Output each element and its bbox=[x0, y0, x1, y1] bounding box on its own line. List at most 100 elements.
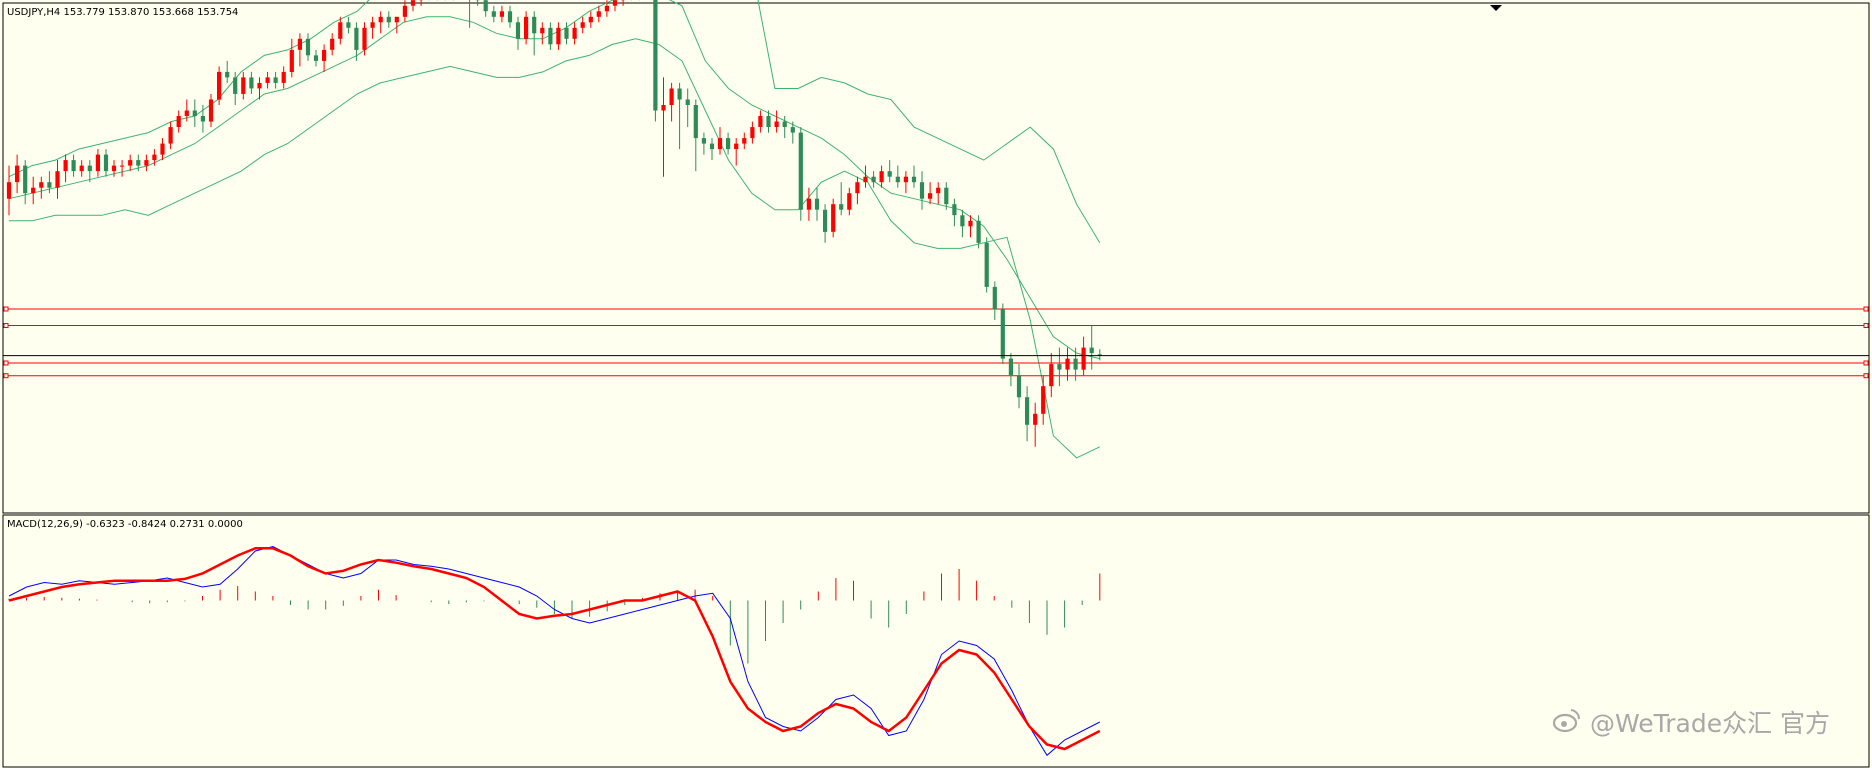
candle bbox=[160, 138, 165, 161]
candle bbox=[338, 16, 343, 45]
candle bbox=[249, 71, 254, 94]
candle bbox=[928, 182, 933, 205]
candle bbox=[1049, 353, 1054, 398]
candle bbox=[992, 281, 997, 320]
candle bbox=[701, 132, 706, 155]
candle bbox=[903, 171, 908, 194]
candle bbox=[1000, 303, 1005, 365]
candle bbox=[798, 127, 803, 221]
candle bbox=[499, 5, 504, 23]
candle bbox=[847, 187, 852, 216]
candle bbox=[968, 215, 973, 238]
candle bbox=[952, 198, 957, 227]
macd-pane-frame bbox=[2, 514, 1870, 768]
candle bbox=[588, 11, 593, 28]
candle bbox=[144, 154, 149, 172]
level-handle-right-1[interactable] bbox=[1863, 306, 1869, 312]
candle bbox=[1089, 325, 1094, 370]
candle bbox=[831, 198, 836, 238]
candle bbox=[814, 187, 820, 221]
candle bbox=[289, 38, 294, 78]
candle bbox=[1008, 353, 1013, 387]
macd-main-line bbox=[8, 545, 1101, 757]
candle bbox=[95, 149, 100, 177]
bollinger-lower bbox=[9, 38, 1101, 459]
candle bbox=[1073, 347, 1078, 381]
candle bbox=[1041, 375, 1046, 425]
candle bbox=[604, 0, 609, 17]
watermark-text: @WeTrade众汇 官方 bbox=[1590, 709, 1830, 738]
candle bbox=[709, 138, 715, 161]
macd-histogram bbox=[8, 569, 1101, 664]
candle bbox=[685, 88, 690, 128]
main-pane-legend: USDJPY,H4 153.779 153.870 153.668 153.75… bbox=[7, 7, 238, 18]
candle bbox=[548, 22, 553, 50]
candle bbox=[758, 110, 763, 133]
candle bbox=[726, 132, 731, 155]
level-handle-left-4[interactable] bbox=[3, 373, 9, 379]
candle bbox=[976, 215, 981, 249]
candle bbox=[419, 0, 424, 6]
bollinger-bands bbox=[8, 0, 1101, 459]
level-handle-left-2[interactable] bbox=[3, 323, 9, 328]
level-handle-left-3[interactable] bbox=[3, 360, 9, 366]
chart-shift-marker-icon[interactable] bbox=[1490, 5, 1502, 11]
level-handle-left-1[interactable] bbox=[3, 306, 9, 312]
candle bbox=[936, 182, 941, 205]
candle bbox=[402, 0, 407, 23]
candle bbox=[63, 154, 68, 183]
candle bbox=[839, 182, 844, 216]
candle bbox=[524, 11, 529, 45]
candle bbox=[919, 171, 925, 210]
candle bbox=[469, 0, 471, 28]
candle bbox=[742, 132, 747, 150]
level-handle-right-4[interactable] bbox=[1863, 373, 1869, 379]
candle bbox=[354, 22, 359, 61]
candle bbox=[782, 116, 787, 139]
candle bbox=[1033, 402, 1038, 447]
candle bbox=[855, 176, 860, 205]
candle bbox=[507, 5, 513, 28]
candle bbox=[15, 154, 20, 194]
candle bbox=[176, 110, 181, 133]
macd-signal-line bbox=[8, 547, 1101, 751]
candle bbox=[265, 71, 270, 89]
candle bbox=[540, 22, 545, 45]
candle bbox=[370, 16, 375, 39]
candlesticks bbox=[6, 0, 1102, 447]
candle bbox=[128, 154, 133, 172]
candle bbox=[960, 209, 965, 238]
candle bbox=[23, 160, 28, 205]
weibo-icon bbox=[1552, 709, 1581, 733]
horizontal-levels[interactable] bbox=[3, 306, 1869, 379]
candle bbox=[225, 60, 230, 83]
candle bbox=[71, 154, 76, 177]
macd-pane[interactable]: MACD(12,26,9) -0.6323 -0.8424 0.2731 0.0… bbox=[2, 514, 1870, 768]
candle bbox=[386, 11, 391, 28]
candle bbox=[750, 121, 755, 144]
candle bbox=[362, 22, 367, 56]
level-handle-right-3[interactable] bbox=[1863, 360, 1869, 366]
main-pane-frame bbox=[2, 2, 1870, 514]
candle bbox=[233, 71, 238, 105]
candle bbox=[1016, 364, 1022, 409]
candle bbox=[564, 22, 569, 45]
candle bbox=[1057, 347, 1062, 387]
candle bbox=[572, 22, 577, 45]
candle bbox=[1097, 349, 1102, 361]
candle bbox=[774, 110, 779, 133]
main-pane[interactable]: USDJPY,H4 153.779 153.870 153.668 153.75… bbox=[2, 0, 1870, 514]
candle bbox=[322, 44, 327, 72]
candle bbox=[273, 71, 278, 89]
candle bbox=[1025, 386, 1030, 442]
candle bbox=[192, 99, 197, 128]
candle bbox=[79, 160, 84, 177]
candle bbox=[120, 160, 125, 177]
level-handle-right-2[interactable] bbox=[1863, 323, 1869, 328]
candle bbox=[653, 0, 658, 122]
candle bbox=[734, 138, 739, 166]
candle bbox=[475, 0, 480, 6]
candle bbox=[556, 22, 561, 50]
